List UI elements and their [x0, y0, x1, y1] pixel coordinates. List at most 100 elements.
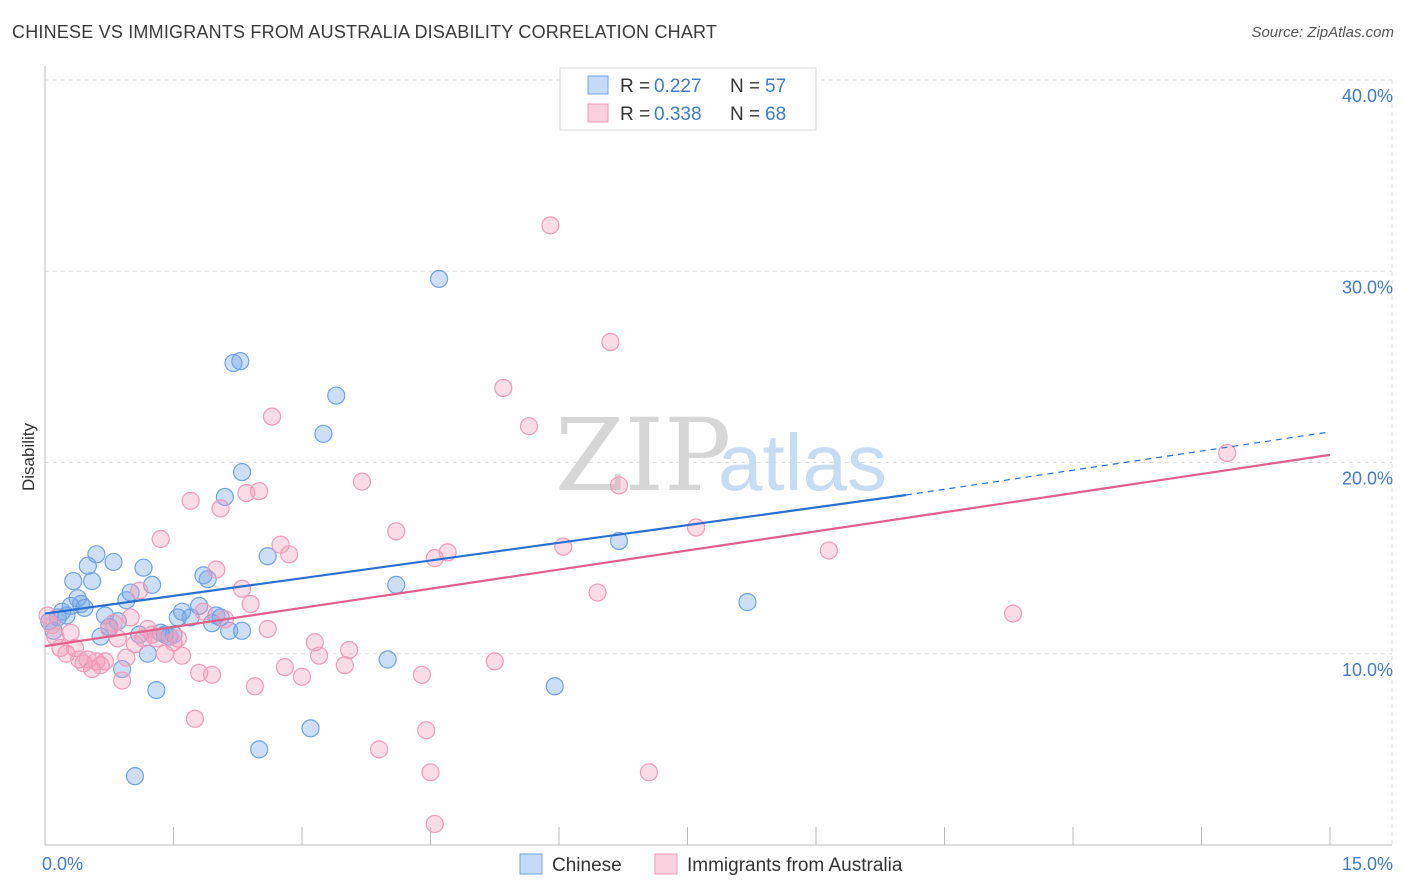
series-legend: Chinese Immigrants from Australia — [519, 853, 903, 876]
chinese-point-11 — [83, 571, 102, 591]
trend-line-chinese-extension — [905, 431, 1331, 496]
x-tick-label-0: 0.0% — [42, 854, 83, 874]
legend-n-value-1: 68 — [765, 104, 786, 125]
australia-point-52 — [335, 656, 354, 675]
chinese-point-55 — [609, 531, 629, 551]
australia-point-72 — [686, 518, 706, 537]
australia-point-19 — [121, 608, 140, 627]
trend-line-australia — [44, 453, 1331, 648]
y-tick-label-2: 30.0% — [1342, 277, 1393, 297]
australia-point-18 — [117, 648, 136, 667]
chinese-point-41 — [220, 621, 239, 640]
trend-line-chinese — [44, 493, 907, 615]
australia-point-30 — [172, 646, 192, 665]
legend-r-label-0: R = — [620, 76, 650, 97]
australia-point-0 — [38, 606, 57, 625]
australia-point-68 — [588, 583, 607, 602]
australia-point-56 — [387, 522, 406, 541]
chinese-point-16 — [104, 552, 123, 572]
x-tick-labels: 0.0% 15.0% — [42, 854, 1393, 874]
australia-point-17 — [112, 671, 132, 690]
australia-point-16 — [108, 629, 127, 648]
australia-point-66 — [541, 216, 560, 235]
australia-point-47 — [275, 658, 294, 677]
australia-point-1 — [42, 615, 61, 635]
chinese-point-47 — [258, 547, 277, 566]
australia-point-6 — [65, 638, 85, 658]
chinese-point-23 — [134, 558, 153, 577]
australia-point-75 — [1218, 443, 1237, 463]
australia-point-21 — [130, 581, 149, 600]
y-tick-label-3: 40.0% — [1342, 86, 1393, 106]
source-label: Source: ZipAtlas.com — [1251, 24, 1394, 41]
chinese-point-45 — [232, 462, 252, 482]
australia-point-70 — [609, 476, 629, 495]
chinese-point-26 — [147, 680, 166, 700]
chinese-point-21 — [125, 767, 145, 786]
australia-point-41 — [241, 594, 260, 614]
australia-point-57 — [412, 665, 432, 684]
australia-point-71 — [639, 763, 659, 782]
legend-r-value-0: 0.227 — [654, 76, 702, 97]
chinese-point-40 — [215, 487, 234, 507]
australia-point-13 — [95, 652, 115, 671]
bottom-legend-swatch-australia — [654, 853, 678, 875]
australia-point-63 — [485, 652, 504, 671]
legend-n-label-0: N = — [730, 76, 760, 97]
chinese-point-49 — [314, 424, 333, 443]
chinese-point-56 — [738, 593, 757, 612]
australia-point-74 — [1003, 604, 1023, 623]
australia-point-45 — [262, 407, 282, 426]
series-australia-points — [38, 216, 1237, 834]
chinese-point-53 — [429, 269, 449, 288]
australia-point-29 — [168, 629, 187, 648]
axes — [44, 66, 1392, 846]
legend-n-value-0: 57 — [765, 76, 786, 97]
australia-point-64 — [494, 378, 513, 398]
watermark: ZIP atlas — [555, 397, 887, 514]
australia-point-54 — [352, 472, 372, 491]
y-tick-label-0: 10.0% — [1342, 660, 1393, 680]
x-tick-label-1: 15.0% — [1342, 854, 1393, 874]
australia-point-34 — [194, 602, 213, 621]
australia-point-25 — [147, 629, 166, 648]
legend-swatch-chinese — [587, 75, 609, 95]
australia-point-69 — [601, 332, 620, 352]
chinese-point-46 — [250, 740, 269, 759]
australia-point-22 — [134, 629, 153, 648]
trend-lines — [44, 431, 1331, 648]
chinese-point-50 — [327, 386, 346, 405]
watermark-atlas: atlas — [718, 418, 887, 507]
australia-point-37 — [211, 499, 230, 518]
australia-point-31 — [181, 491, 200, 510]
australia-point-58 — [417, 721, 436, 740]
australia-point-73 — [819, 541, 838, 560]
australia-point-51 — [310, 646, 329, 665]
legend-r-label-1: R = — [620, 104, 650, 125]
legend-n-label-1: N = — [730, 104, 760, 125]
y-axis-label: Disability — [19, 422, 38, 491]
chinese-point-12 — [87, 545, 106, 564]
australia-point-48 — [280, 545, 299, 564]
y-tick-label-1: 20.0% — [1342, 469, 1393, 489]
australia-point-43 — [250, 482, 269, 501]
australia-point-65 — [519, 417, 539, 436]
australia-point-15 — [104, 614, 123, 633]
watermark-zip: ZIP — [555, 397, 731, 514]
australia-point-53 — [340, 640, 359, 660]
australia-point-59 — [421, 763, 440, 782]
bottom-legend-swatch-chinese — [519, 853, 543, 875]
chart-title: CHINESE VS IMMIGRANTS FROM AUSTRALIA DIS… — [12, 22, 718, 42]
legend-swatch-australia — [587, 103, 609, 123]
bottom-legend-label-australia: Immigrants from Australia — [687, 855, 903, 876]
bottom-legend-label-chinese: Chinese — [552, 855, 622, 876]
chinese-point-54 — [545, 677, 564, 696]
australia-point-50 — [305, 633, 324, 652]
australia-point-42 — [245, 677, 264, 696]
australia-point-26 — [151, 529, 170, 549]
chinese-point-48 — [301, 719, 320, 738]
chinese-point-52 — [387, 575, 406, 595]
chinese-point-42 — [232, 621, 252, 640]
australia-point-49 — [292, 667, 312, 686]
